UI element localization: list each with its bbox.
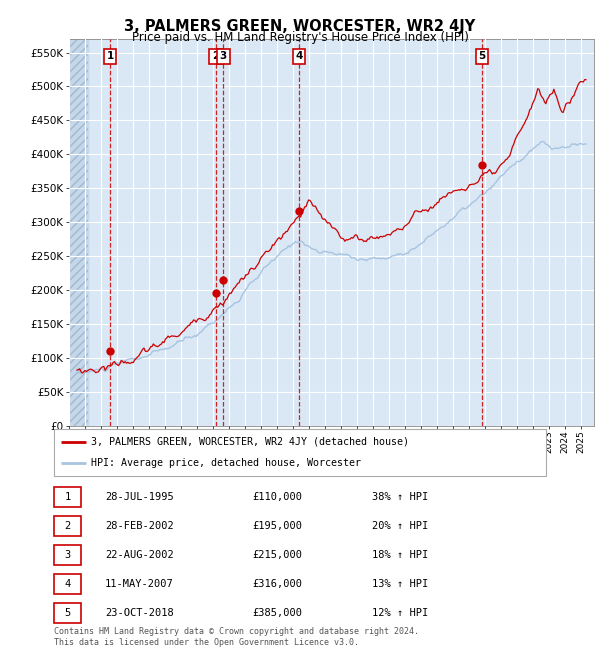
- Text: HPI: Average price, detached house, Worcester: HPI: Average price, detached house, Worc…: [91, 458, 361, 468]
- FancyBboxPatch shape: [54, 429, 546, 476]
- Text: 3, PALMERS GREEN, WORCESTER, WR2 4JY: 3, PALMERS GREEN, WORCESTER, WR2 4JY: [124, 20, 476, 34]
- Bar: [69, 39, 88, 426]
- Text: 23-OCT-2018: 23-OCT-2018: [105, 608, 174, 617]
- Text: 22-AUG-2002: 22-AUG-2002: [105, 550, 174, 560]
- Text: £316,000: £316,000: [252, 578, 302, 589]
- Text: 28-FEB-2002: 28-FEB-2002: [105, 521, 174, 531]
- Text: 2: 2: [64, 521, 71, 531]
- Text: 11-MAY-2007: 11-MAY-2007: [105, 578, 174, 589]
- Text: 1: 1: [107, 51, 114, 61]
- Text: 20% ↑ HPI: 20% ↑ HPI: [372, 521, 428, 531]
- Text: 3: 3: [64, 550, 71, 560]
- Text: 13% ↑ HPI: 13% ↑ HPI: [372, 578, 428, 589]
- Text: 12% ↑ HPI: 12% ↑ HPI: [372, 608, 428, 617]
- Text: £110,000: £110,000: [252, 492, 302, 502]
- Text: £385,000: £385,000: [252, 608, 302, 617]
- Text: £215,000: £215,000: [252, 550, 302, 560]
- Text: Price paid vs. HM Land Registry's House Price Index (HPI): Price paid vs. HM Land Registry's House …: [131, 31, 469, 44]
- Text: £195,000: £195,000: [252, 521, 302, 531]
- Text: Contains HM Land Registry data © Crown copyright and database right 2024.
This d: Contains HM Land Registry data © Crown c…: [54, 627, 419, 647]
- Text: 3: 3: [220, 51, 227, 61]
- Text: 28-JUL-1995: 28-JUL-1995: [105, 492, 174, 502]
- Text: 1: 1: [64, 492, 71, 502]
- Text: 38% ↑ HPI: 38% ↑ HPI: [372, 492, 428, 502]
- Text: 4: 4: [295, 51, 302, 61]
- Text: 2: 2: [212, 51, 219, 61]
- Text: 4: 4: [64, 578, 71, 589]
- Bar: [69, 39, 88, 426]
- Text: 5: 5: [64, 608, 71, 617]
- Text: 5: 5: [478, 51, 486, 61]
- Text: 3, PALMERS GREEN, WORCESTER, WR2 4JY (detached house): 3, PALMERS GREEN, WORCESTER, WR2 4JY (de…: [91, 437, 409, 447]
- Text: 18% ↑ HPI: 18% ↑ HPI: [372, 550, 428, 560]
